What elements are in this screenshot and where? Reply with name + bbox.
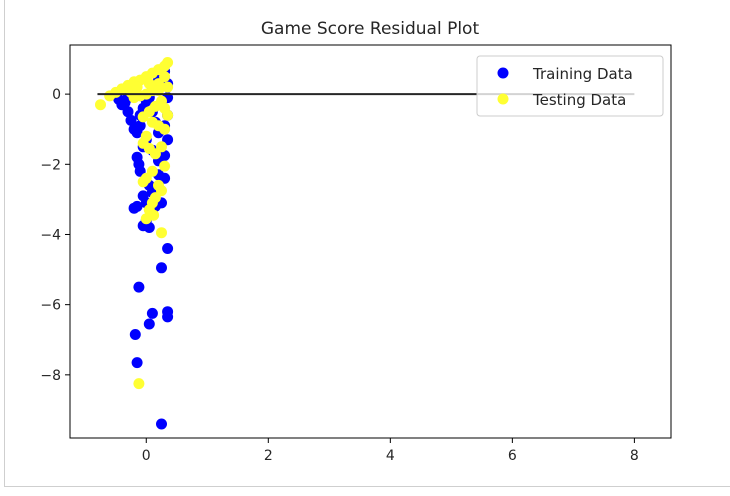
y-tick-label: −2 <box>40 157 61 173</box>
data-point <box>137 111 149 123</box>
data-point <box>137 176 149 188</box>
data-point <box>125 114 137 126</box>
data-point <box>156 141 167 153</box>
x-tick-label: 2 <box>264 448 273 464</box>
data-point <box>122 106 134 118</box>
y-tick-label: 0 <box>52 87 61 103</box>
data-point <box>131 357 143 369</box>
y-tick-label: −4 <box>40 227 61 243</box>
data-point <box>131 200 143 212</box>
data-point <box>131 81 143 93</box>
x-axis-ticks: 0 2 4 6 8 <box>142 438 639 464</box>
data-point <box>162 311 174 323</box>
data-point <box>129 329 141 340</box>
legend-marker-testing <box>497 93 509 105</box>
chart-title: Game Score Residual Plot <box>261 19 480 39</box>
x-tick-label: 6 <box>508 448 517 464</box>
data-point <box>156 418 167 430</box>
data-point <box>134 120 146 132</box>
output-left-border <box>4 0 5 486</box>
data-point <box>156 227 167 239</box>
plot-area-frame <box>69 44 672 439</box>
data-point <box>159 123 171 135</box>
x-tick-label: 0 <box>142 448 151 464</box>
data-point <box>159 160 171 172</box>
y-axis-ticks: 0 −2 −4 −6 −8 <box>40 87 70 384</box>
data-point <box>143 222 155 233</box>
data-point <box>156 262 167 274</box>
data-point <box>162 81 174 93</box>
data-point <box>162 57 174 68</box>
legend-label-training: Training Data <box>532 65 633 83</box>
data-point <box>162 243 174 254</box>
legend-marker-training <box>497 67 509 79</box>
x-tick-label: 4 <box>386 448 395 464</box>
data-point <box>133 378 145 390</box>
data-point <box>133 281 145 293</box>
data-point <box>162 109 174 121</box>
output-bottom-border <box>4 486 730 487</box>
points-layer <box>95 57 174 430</box>
legend: Training Data Testing Data <box>476 55 664 117</box>
data-point <box>146 307 158 319</box>
data-point <box>143 318 155 330</box>
y-tick-label: −6 <box>40 298 61 314</box>
data-point <box>143 78 155 90</box>
x-tick-label: 8 <box>630 448 639 464</box>
data-point <box>95 99 106 111</box>
y-tick-label: −8 <box>40 368 61 384</box>
legend-box <box>476 55 664 117</box>
legend-label-testing: Testing Data <box>532 91 626 109</box>
data-point <box>148 209 160 221</box>
